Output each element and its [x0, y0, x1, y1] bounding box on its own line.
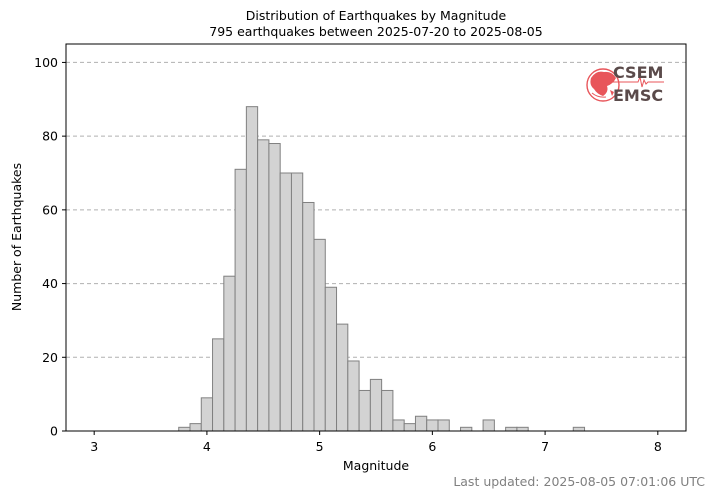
histogram-bar: [302, 201, 315, 432]
histogram-bar: [268, 143, 281, 432]
histogram-bar: [212, 338, 225, 432]
histogram-bar: [347, 360, 360, 432]
histogram-bar: [223, 275, 236, 432]
y-tick-label: 40: [42, 276, 58, 291]
histogram-bar: [178, 426, 191, 432]
histogram-bar: [336, 323, 349, 432]
y-axis-label: Number of Earthquakes: [9, 163, 24, 311]
histogram-bar: [460, 426, 473, 432]
x-tick-label: 5: [316, 439, 324, 454]
plot-frame: [65, 43, 687, 432]
histogram-bar: [381, 389, 394, 432]
logo-text-emsc: EMSC: [613, 86, 663, 105]
histogram-bar: [426, 419, 439, 432]
histogram-bar: [189, 423, 202, 432]
histogram-bar: [313, 238, 326, 432]
seismogram-icon: [612, 75, 664, 88]
histogram-bar: [358, 389, 371, 432]
histogram-bar: [290, 172, 304, 432]
x-tick-label: 4: [203, 439, 211, 454]
x-tick-label: 3: [90, 439, 98, 454]
y-tick-label: 80: [42, 129, 58, 144]
gridlines: [66, 61, 686, 358]
histogram-bar: [403, 423, 416, 432]
y-tick-label: 60: [42, 202, 58, 217]
histogram-bar: [369, 378, 383, 432]
globe-icon: [586, 68, 620, 102]
histogram-bar: [324, 286, 338, 432]
histogram-bar: [414, 415, 428, 432]
histogram-bar: [279, 172, 292, 432]
histogram-bar: [234, 168, 247, 432]
y-tick-label: 0: [50, 424, 58, 439]
csem-emsc-logo: CSEM EMSC: [586, 63, 664, 105]
histogram-bar: [505, 426, 518, 432]
histogram-bar: [572, 426, 586, 432]
logo-text-csem: CSEM: [613, 63, 663, 82]
histogram-bar: [200, 397, 214, 432]
histogram-bar: [437, 419, 450, 432]
x-tick-label: 6: [428, 439, 436, 454]
x-axis-ticks: 3 4 5 6 7 8: [90, 431, 662, 454]
histogram-bar: [516, 426, 529, 432]
y-tick-label: 100: [34, 55, 58, 70]
histogram-bar: [392, 419, 405, 432]
y-axis-ticks: 0 20 40 60 80 100: [34, 55, 66, 439]
histogram-bar: [482, 419, 495, 432]
histogram-bar: [245, 106, 259, 432]
histogram-bars: [178, 106, 586, 432]
chart-subtitle: 795 earthquakes between 2025-07-20 to 20…: [209, 24, 542, 39]
x-tick-label: 7: [541, 439, 549, 454]
histogram-bar: [257, 139, 270, 432]
chart-title: Distribution of Earthquakes by Magnitude: [246, 8, 507, 23]
x-axis-label: Magnitude: [343, 458, 410, 473]
last-updated-text: Last updated: 2025-08-05 07:01:06 UTC: [453, 474, 705, 489]
x-tick-label: 8: [654, 439, 662, 454]
y-tick-label: 20: [42, 350, 58, 365]
